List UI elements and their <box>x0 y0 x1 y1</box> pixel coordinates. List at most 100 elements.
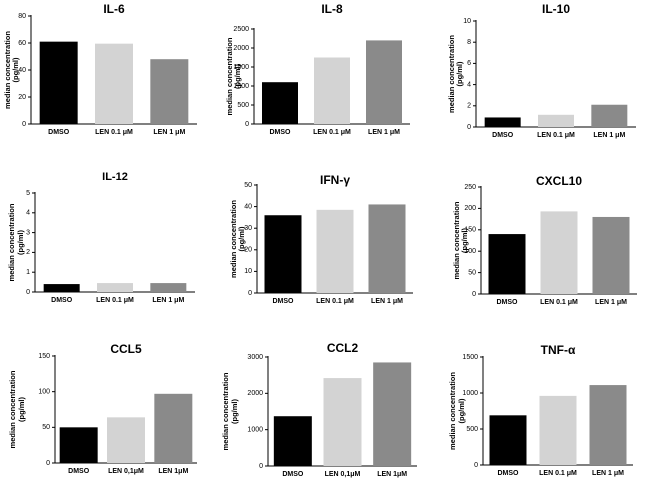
y-tick-label: 10 <box>244 268 252 275</box>
x-category-label: DMSO <box>48 129 70 136</box>
bar-2 <box>538 114 574 127</box>
x-category-label: LEN 1 μM <box>592 470 624 477</box>
y-axis-unit: (pg/ml) <box>237 226 246 251</box>
bar-2 <box>316 209 354 293</box>
bar-1 <box>484 117 521 127</box>
y-tick-label: 2 <box>26 249 30 256</box>
y-tick-label: 1500 <box>462 354 478 361</box>
y-axis-label: median concentration <box>447 35 456 113</box>
bar-1 <box>59 427 98 463</box>
y-axis-unit: (pg/ml) <box>11 57 20 82</box>
x-category-label: LEN 1μM <box>377 471 407 478</box>
y-axis-unit: (pg/ml) <box>457 398 466 423</box>
chart-3: IL-10 median concentration (pg/ml) 0 2 4 6 8 10 D… <box>447 2 636 139</box>
y-tick-label: 3 <box>26 229 30 236</box>
y-axis-unit: (pg/ml) <box>16 230 25 255</box>
y-tick-label: 1000 <box>462 390 478 397</box>
y-tick-label: 2000 <box>247 390 263 397</box>
x-category-label: LEN 0.1 μM <box>96 297 134 304</box>
bar-3 <box>368 204 406 293</box>
bar-1 <box>273 416 312 466</box>
y-axis-label: median concentration <box>7 203 16 281</box>
bar-2 <box>97 283 133 292</box>
x-category-label: LEN 0,1μM <box>108 468 144 475</box>
chart-7: CCL5 median concentration (pg/ml) 0 50 100 150… <box>8 342 197 475</box>
y-tick-label: 8 <box>467 39 471 46</box>
y-tick-label: 4 <box>467 81 471 88</box>
y-tick-label: 5 <box>26 190 30 197</box>
y-tick-label: 20 <box>18 94 26 101</box>
chart-title: IL-8 <box>321 2 343 16</box>
bar-3 <box>373 362 412 466</box>
y-tick-label: 0 <box>474 462 478 469</box>
y-tick-label: 0 <box>245 121 249 128</box>
x-category-label: LEN 1 μM <box>593 132 625 139</box>
x-category-label: DMSO <box>497 299 519 306</box>
y-tick-label: 200 <box>464 205 476 212</box>
y-axis-unit: (pg/ml) <box>455 61 464 86</box>
chart-title: CXCL10 <box>536 174 582 188</box>
y-tick-label: 500 <box>237 102 249 109</box>
bar-2 <box>539 395 577 465</box>
x-category-label: DMSO <box>492 132 514 139</box>
chart-title: IFN-γ <box>320 173 350 187</box>
chart-1: IL-6 median concentration (pg/ml) 0 20 40 60 80… <box>3 2 197 136</box>
bar-1 <box>262 82 298 124</box>
x-category-label: LEN 0.1 μM <box>539 470 577 477</box>
y-tick-label: 0 <box>26 289 30 296</box>
y-tick-label: 2500 <box>233 26 249 33</box>
bar-2 <box>107 417 145 463</box>
chart-title: CCL5 <box>110 342 142 356</box>
y-tick-label: 0 <box>46 460 50 467</box>
y-tick-label: 100 <box>38 389 50 396</box>
x-category-label: DMSO <box>498 470 520 477</box>
y-tick-label: 40 <box>244 203 252 210</box>
x-category-label: LEN 0.1 μM <box>316 298 354 305</box>
y-tick-label: 1000 <box>233 83 249 90</box>
bar-1 <box>43 284 80 292</box>
chart-title: IL-12 <box>102 171 128 183</box>
y-axis-label: median concentration <box>225 37 234 115</box>
y-axis-unit: (pg/ml) <box>460 228 469 253</box>
bar-3 <box>591 104 628 127</box>
y-tick-label: 150 <box>38 353 50 360</box>
y-tick-label: 1500 <box>233 64 249 71</box>
bar-1 <box>264 215 302 293</box>
bar-2 <box>314 57 350 124</box>
y-tick-label: 3000 <box>247 354 263 361</box>
x-category-label: DMSO <box>270 129 292 136</box>
bar-3 <box>150 59 189 125</box>
y-tick-label: 150 <box>464 227 476 234</box>
y-axis-label: median concentration <box>448 372 457 450</box>
x-category-label: DMSO <box>68 468 90 475</box>
y-axis-label: median concentration <box>452 201 461 279</box>
x-category-label: LEN 0.1 μM <box>537 132 575 139</box>
bar-3 <box>154 393 193 463</box>
x-category-label: DMSO <box>51 297 73 304</box>
y-tick-label: 1000 <box>247 427 263 434</box>
y-tick-label: 60 <box>18 40 26 47</box>
x-category-label: LEN 1 μM <box>152 297 184 304</box>
bar-3 <box>150 283 187 292</box>
y-tick-label: 250 <box>464 184 476 191</box>
y-axis-label: median concentration <box>229 200 238 278</box>
y-tick-label: 2 <box>467 103 471 110</box>
chart-4: IL-12 median concentration (pg/ml) 0 1 2 3 4 5 DM… <box>7 171 195 304</box>
y-axis-label: median concentration <box>221 372 230 450</box>
bar-3 <box>366 40 402 124</box>
x-category-label: LEN 0,1μM <box>325 471 361 478</box>
chart-title: IL-6 <box>103 2 125 16</box>
bar-3 <box>592 216 630 294</box>
chart-5: IFN-γ median concentration (pg/ml) 0 10 20 30 4… <box>229 173 413 305</box>
y-tick-label: 0 <box>472 291 476 298</box>
bar-1 <box>488 234 526 294</box>
x-category-label: LEN 1 μM <box>595 299 627 306</box>
x-category-label: LEN 0.1 μM <box>95 129 133 136</box>
x-category-label: LEN 1μM <box>158 468 188 475</box>
bar-2 <box>323 378 362 466</box>
y-axis-unit: (pg/ml) <box>17 397 26 422</box>
y-tick-label: 80 <box>18 13 26 20</box>
y-axis-label: median concentration <box>8 370 17 448</box>
x-category-label: DMSO <box>273 298 295 305</box>
